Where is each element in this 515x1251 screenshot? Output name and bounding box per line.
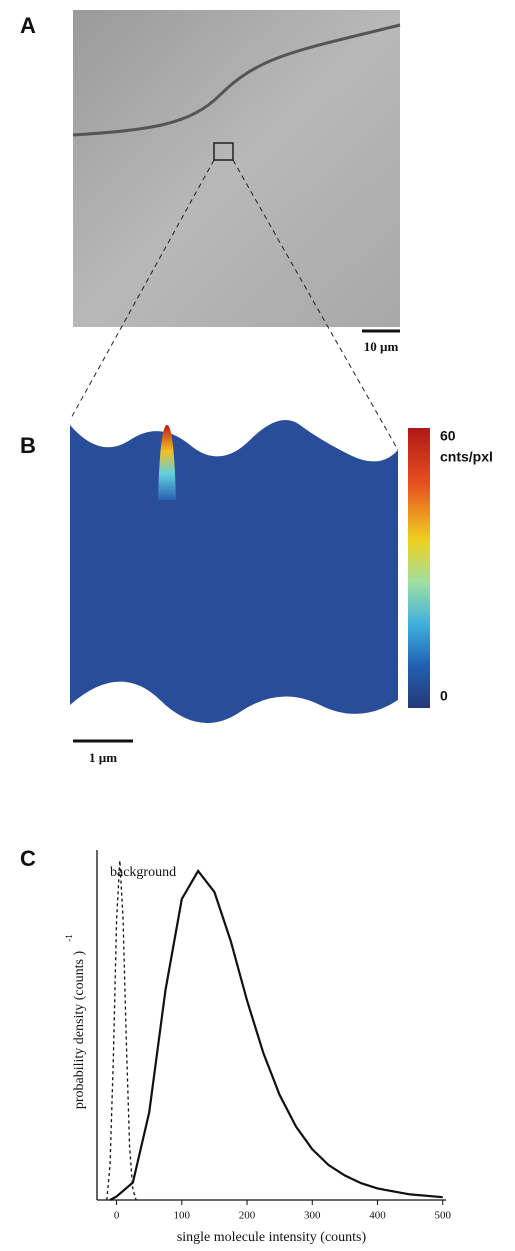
colorbar-unit: cnts/pxl [440, 449, 493, 465]
x-tick-label: 300 [304, 1210, 321, 1222]
zoom-line [232, 159, 399, 451]
line-series [106, 860, 137, 1201]
panel-label: A [20, 13, 36, 38]
zoom-line [69, 159, 215, 421]
colorbar-tick: 0 [440, 688, 448, 704]
colorbar-tick: 60 [440, 428, 456, 444]
x-tick-label: 100 [174, 1210, 191, 1222]
micrograph [73, 10, 400, 327]
y-axis-label-superscript: -1 [64, 934, 74, 942]
chart: 0 100 200 300 400 500 single molecule intensit… [64, 850, 451, 1245]
panel-label: B [20, 433, 36, 458]
line-series [109, 869, 443, 1201]
surface-peak [158, 425, 176, 500]
y-axis-label-text: probability density (counts ) [72, 951, 87, 1110]
x-tick-label: 200 [239, 1210, 256, 1222]
annotation: background [110, 865, 176, 880]
scale-bar-label: 10 µm [364, 339, 399, 354]
x-tick-label: 0 [114, 1210, 120, 1222]
colorbar [408, 428, 430, 708]
y-axis-label: probability density (counts ) [72, 951, 87, 1110]
zoom-box [213, 142, 234, 161]
cell-edge [72, 23, 401, 137]
x-axis-label: single molecule intensity (counts) [177, 1230, 367, 1245]
x-tick-label: 500 [434, 1210, 451, 1222]
surface-plot [70, 420, 398, 724]
panel-label: C [20, 846, 36, 871]
scale-bar-label: 1 µm [89, 750, 117, 765]
x-tick-label: 400 [369, 1210, 386, 1222]
